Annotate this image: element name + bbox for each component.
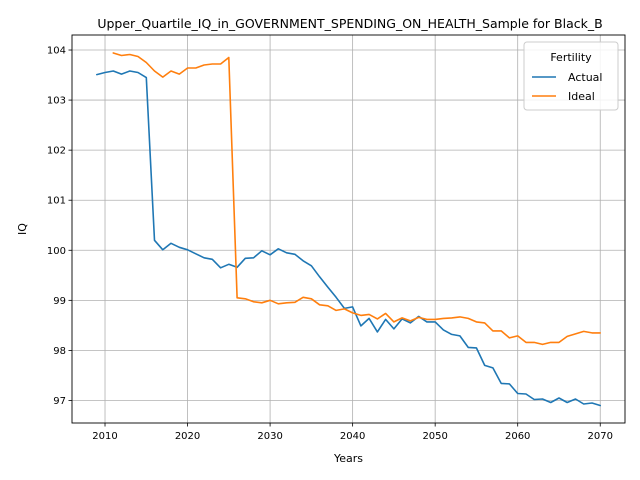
y-tick-label: 97 (53, 396, 66, 407)
x-tick-label: 2020 (175, 431, 200, 442)
series-layer (96, 52, 602, 407)
x-axis: 2010 2020 2030 2040 2050 2060 2070 (92, 423, 613, 442)
x-axis-label: Years (333, 452, 363, 465)
x-tick-label: 2070 (588, 431, 613, 442)
x-tick-label: 2060 (505, 431, 530, 442)
y-tick-label: 100 (47, 246, 66, 257)
series-line-ideal (112, 52, 602, 346)
x-tick-label: 2040 (340, 431, 365, 442)
x-tick-label: 2050 (422, 431, 447, 442)
y-tick-label: 101 (47, 196, 66, 207)
chart-title: Upper_Quartile_IQ_in_GOVERNMENT_SPENDING… (97, 16, 602, 31)
y-axis-label: IQ (16, 223, 29, 235)
y-tick-label: 103 (47, 96, 66, 107)
legend-title: Fertility (550, 51, 592, 64)
y-axis: 97 98 99 100 101 102 103 104 (47, 46, 72, 407)
y-tick-label: 102 (47, 146, 66, 157)
plot-frame (71, 34, 626, 424)
x-tick-label: 2010 (92, 431, 117, 442)
y-tick-label: 99 (53, 296, 66, 307)
legend-box (523, 41, 619, 111)
legend: Fertility Actual Ideal (523, 41, 619, 111)
y-tick-label: 98 (53, 346, 66, 357)
legend-label-actual: Actual (568, 71, 602, 84)
series-line-actual (96, 70, 602, 407)
legend-label-ideal: Ideal (568, 90, 595, 103)
y-tick-label: 104 (47, 46, 66, 57)
grid (72, 35, 625, 423)
x-tick-label: 2030 (257, 431, 282, 442)
